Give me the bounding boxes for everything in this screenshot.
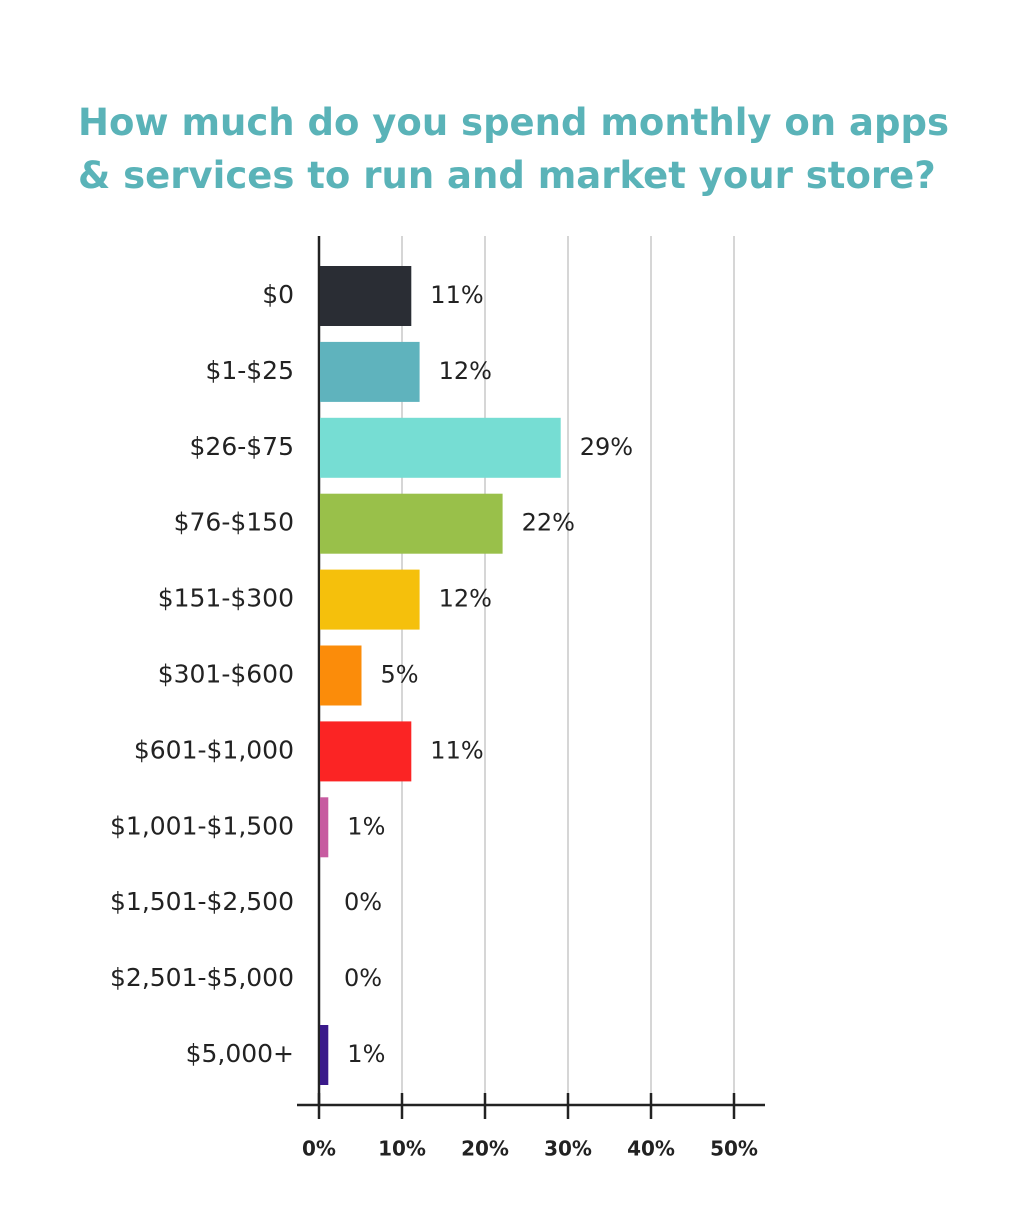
y-tick-label: $1,501-$2,500 bbox=[110, 887, 294, 916]
value-label: 11% bbox=[430, 281, 483, 309]
y-tick-label: $1-$25 bbox=[205, 356, 294, 385]
value-label: 11% bbox=[430, 736, 483, 764]
y-tick-label: $301-$600 bbox=[158, 660, 294, 689]
bar bbox=[320, 797, 329, 858]
y-tick-label: $5,000+ bbox=[186, 1039, 294, 1068]
y-tick-label: $151-$300 bbox=[158, 584, 294, 613]
x-tick-label: 30% bbox=[544, 1137, 592, 1161]
value-label: 22% bbox=[522, 509, 575, 537]
bar bbox=[320, 645, 362, 706]
chart-title: How much do you spend monthly on apps & … bbox=[78, 101, 949, 197]
x-tick-label: 40% bbox=[627, 1137, 675, 1161]
y-tick-label: $0 bbox=[262, 280, 294, 309]
value-label: 12% bbox=[439, 357, 492, 385]
value-label: 1% bbox=[347, 812, 385, 840]
value-label: 29% bbox=[580, 433, 633, 461]
y-tick-label: $2,501-$5,000 bbox=[110, 963, 294, 992]
x-tick-label: 10% bbox=[378, 1137, 426, 1161]
bar bbox=[320, 721, 412, 782]
y-tick-label: $1,001-$1,500 bbox=[110, 811, 294, 840]
y-tick-label: $26-$75 bbox=[190, 432, 294, 461]
value-label: 0% bbox=[344, 964, 382, 992]
value-label: 0% bbox=[344, 888, 382, 916]
x-tick-label: 0% bbox=[302, 1137, 336, 1161]
value-label: 12% bbox=[439, 585, 492, 613]
value-label: 5% bbox=[381, 661, 419, 689]
x-tick-label: 20% bbox=[461, 1137, 509, 1161]
bar bbox=[320, 569, 420, 630]
y-tick-label: $76-$150 bbox=[174, 508, 294, 537]
bar bbox=[320, 417, 561, 478]
bar bbox=[320, 1025, 329, 1085]
y-tick-label: $601-$1,000 bbox=[134, 735, 294, 764]
x-tick-label: 50% bbox=[710, 1137, 758, 1161]
value-label: 1% bbox=[347, 1040, 385, 1068]
bar bbox=[320, 341, 420, 402]
bar bbox=[320, 493, 503, 554]
bar bbox=[320, 266, 412, 326]
